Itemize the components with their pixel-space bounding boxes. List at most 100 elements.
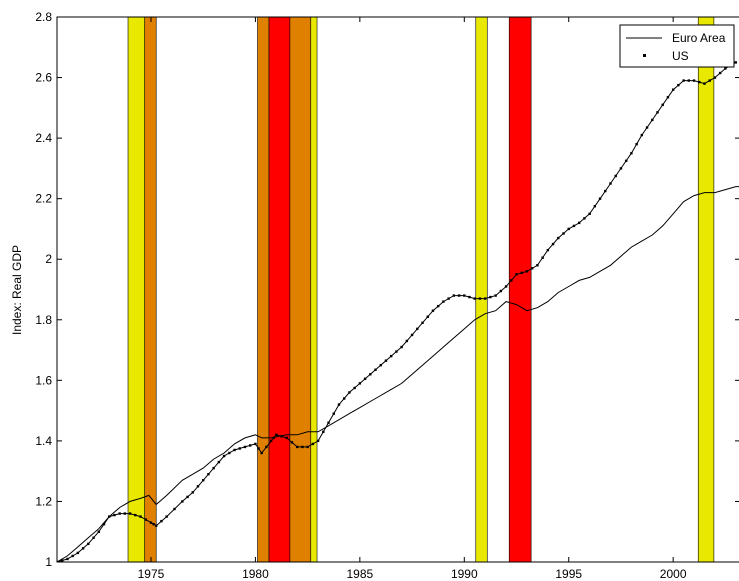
x-tick-label: 1990 bbox=[451, 567, 478, 581]
series-point-us bbox=[483, 297, 487, 300]
series-point-us bbox=[410, 333, 414, 337]
recession-band-9 bbox=[697, 17, 715, 562]
series-point-us bbox=[301, 445, 304, 449]
series-point-us bbox=[379, 363, 382, 367]
series-point-us bbox=[718, 71, 722, 75]
x-tick-label: 1985 bbox=[347, 567, 374, 581]
series-point-us bbox=[431, 309, 435, 312]
series-point-us bbox=[421, 321, 424, 325]
series-point-us bbox=[734, 61, 738, 64]
series-point-us bbox=[118, 512, 121, 515]
recession-band-1 bbox=[127, 17, 146, 562]
series-line-us bbox=[57, 61, 737, 562]
series-point-us bbox=[708, 79, 711, 82]
series-point-us bbox=[186, 495, 189, 499]
series-point-us bbox=[152, 522, 155, 526]
series-point-us bbox=[316, 439, 320, 443]
series-point-us bbox=[515, 273, 518, 276]
series-point-us bbox=[181, 500, 184, 503]
series-point-us bbox=[436, 304, 440, 308]
series-point-us bbox=[134, 513, 137, 517]
series-point-us bbox=[619, 167, 623, 170]
series-point-us bbox=[108, 515, 111, 518]
legend-us-swatch bbox=[643, 54, 646, 57]
series-point-us bbox=[494, 294, 497, 297]
recession-band-7 bbox=[475, 17, 488, 562]
x-tick-label: 1975 bbox=[138, 567, 165, 581]
series-point-us bbox=[671, 88, 675, 91]
series-point-us bbox=[196, 485, 200, 488]
series-point-us bbox=[661, 103, 664, 107]
plot-frame bbox=[56, 16, 739, 563]
series-point-us bbox=[257, 447, 260, 450]
series-point-us bbox=[525, 270, 529, 273]
series-point-us bbox=[551, 242, 555, 246]
series-point-us bbox=[374, 368, 377, 371]
series-point-us bbox=[630, 152, 633, 155]
series-point-us bbox=[557, 236, 560, 240]
series-point-us bbox=[426, 315, 429, 318]
y-tick-label: 1.6 bbox=[35, 373, 52, 387]
series-point-us bbox=[588, 212, 591, 216]
y-tick-label: 2.8 bbox=[35, 10, 52, 24]
series-point-us bbox=[478, 297, 482, 300]
series-point-us bbox=[447, 297, 450, 300]
series-point-us bbox=[212, 466, 215, 470]
series-point-us bbox=[76, 551, 80, 555]
series-point-us bbox=[57, 560, 59, 562]
series-point-us bbox=[416, 327, 419, 331]
series-point-us bbox=[233, 448, 236, 452]
series-point-us bbox=[97, 530, 100, 533]
series-point-us bbox=[222, 454, 226, 458]
series-point-us bbox=[139, 515, 142, 518]
series-point-us bbox=[191, 491, 194, 494]
series-point-us bbox=[306, 445, 309, 449]
series-point-us bbox=[468, 295, 471, 299]
recession-band-6 bbox=[310, 17, 318, 562]
series-point-us bbox=[149, 521, 153, 524]
series-point-us bbox=[395, 350, 398, 353]
series-point-us bbox=[567, 227, 570, 231]
series-point-us bbox=[489, 295, 492, 299]
series-point-us bbox=[520, 271, 523, 275]
recession-band-4 bbox=[268, 17, 291, 562]
series-point-us bbox=[260, 451, 263, 455]
series-point-us bbox=[635, 142, 638, 146]
x-tick-label: 1980 bbox=[242, 567, 269, 581]
series-point-us bbox=[389, 354, 393, 358]
series-point-us bbox=[332, 412, 335, 415]
series-point-us bbox=[102, 522, 106, 526]
y-tick-label: 1.8 bbox=[35, 313, 52, 327]
y-axis-title: Index: Real GDP bbox=[10, 245, 24, 335]
recession-band-8 bbox=[508, 17, 532, 562]
series-point-us bbox=[348, 391, 351, 394]
series-point-us bbox=[645, 126, 649, 129]
series-point-us bbox=[546, 248, 550, 252]
series-point-us bbox=[61, 559, 64, 562]
series-point-us bbox=[87, 542, 90, 546]
recession-band-5 bbox=[289, 17, 312, 562]
series-point-us bbox=[254, 442, 257, 446]
series-point-us bbox=[265, 445, 268, 449]
series-point-us bbox=[624, 159, 628, 163]
series-point-us bbox=[457, 294, 461, 297]
series-point-us bbox=[724, 67, 727, 70]
series-point-us bbox=[369, 373, 372, 376]
series-point-us bbox=[128, 512, 132, 515]
series-point-us bbox=[510, 279, 513, 282]
series-point-us bbox=[160, 519, 163, 523]
y-tick-label: 1.2 bbox=[35, 494, 52, 508]
series-point-us bbox=[238, 447, 241, 450]
series-point-us bbox=[504, 285, 508, 288]
y-tick-label: 1.4 bbox=[35, 434, 52, 448]
series-point-us bbox=[593, 205, 597, 208]
series-point-us bbox=[327, 421, 330, 424]
series-point-us bbox=[463, 294, 466, 297]
recession-bands bbox=[127, 17, 715, 562]
series-point-us bbox=[687, 79, 691, 82]
recession-band-3 bbox=[257, 17, 270, 562]
series-point-us bbox=[92, 536, 95, 539]
series-point-us bbox=[499, 289, 503, 293]
series-point-us bbox=[384, 359, 388, 362]
